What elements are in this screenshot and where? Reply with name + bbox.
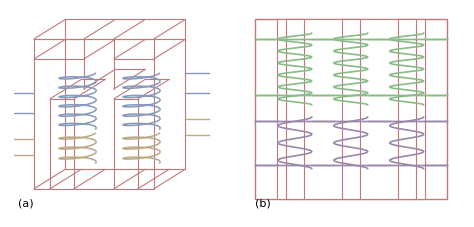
Bar <box>342 19 360 199</box>
Bar <box>286 19 304 199</box>
Bar <box>277 19 425 199</box>
Text: (a): (a) <box>18 199 34 209</box>
Text: (b): (b) <box>255 199 271 209</box>
Bar <box>398 19 416 199</box>
